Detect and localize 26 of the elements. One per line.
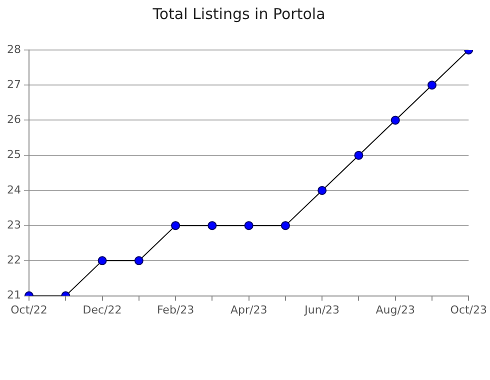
y-tick-label: 25 — [6, 148, 21, 162]
x-tick-label: Feb/23 — [156, 303, 194, 316]
y-tick-label: 27 — [6, 78, 21, 91]
x-tick-label: Oct/22 — [10, 303, 48, 316]
point — [244, 221, 254, 230]
x-tick-label: Oct/23 — [450, 303, 488, 316]
point — [280, 221, 290, 230]
point — [354, 150, 364, 160]
x-tick-label: Jun/23 — [304, 303, 340, 316]
point — [134, 256, 144, 266]
y-tick-label: 24 — [6, 183, 21, 196]
point — [98, 256, 107, 266]
point — [171, 221, 180, 230]
x-tick-label: Dec/22 — [82, 303, 122, 316]
chart-title: Total Listings in Portola — [152, 4, 326, 23]
y-tick-label: 23 — [6, 218, 21, 232]
point — [390, 116, 400, 125]
x-tick-label: Apr/23 — [230, 303, 268, 316]
point — [428, 80, 436, 90]
point — [318, 186, 327, 195]
y-tick-label: 22 — [6, 254, 21, 267]
x-tick-label: Aug/23 — [376, 303, 415, 316]
point — [208, 221, 217, 230]
y-tick-label: 21 — [6, 288, 21, 302]
y-tick-label: 28 — [6, 42, 21, 56]
y-tick-label: 26 — [6, 113, 21, 126]
